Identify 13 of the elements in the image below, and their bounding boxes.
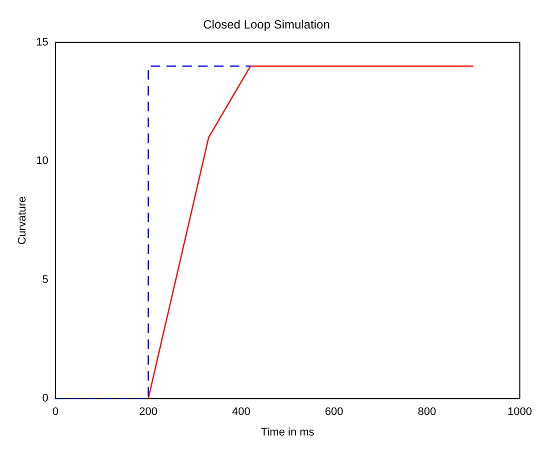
y-tick-label: 10 xyxy=(36,155,48,168)
x-tick-label: 200 xyxy=(139,406,158,418)
x-tick-label: 400 xyxy=(232,406,250,418)
x-tick-label: 800 xyxy=(418,406,436,418)
x-axis-title: Time in ms xyxy=(260,426,315,438)
y-tick-label: 5 xyxy=(42,274,48,286)
chart-title: Closed Loop Simulation xyxy=(203,18,330,32)
x-tick-label: 1000 xyxy=(508,406,532,418)
x-tick-label: 600 xyxy=(324,406,344,418)
x-tick-label: 0 xyxy=(52,406,58,418)
y-axis-title: Curvature xyxy=(16,196,29,245)
y-tick-label: 15 xyxy=(36,36,48,48)
y-tick-label: 0 xyxy=(42,392,48,405)
